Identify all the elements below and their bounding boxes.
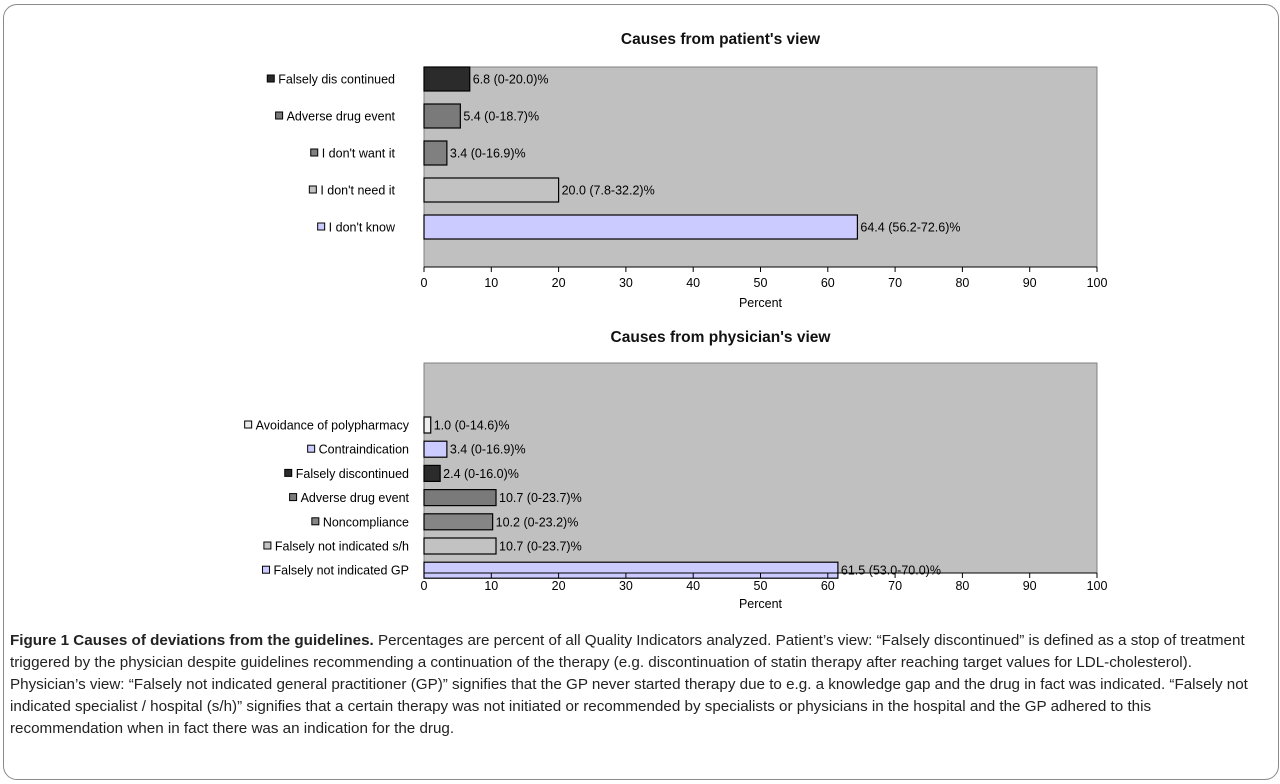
patient-x-axis-label: Percent [739,296,783,310]
patient-data-label-0: 6.8 (0-20.0)% [473,73,549,87]
patient-data-label-4: 64.4 (56.2-72.6)% [860,221,960,235]
patient-x-tick-label-8: 80 [955,276,969,290]
physician-x-tick-label-0: 0 [421,579,428,593]
physician-category-label-0: Avoidance of polypharmacy [256,419,410,433]
physician-x-tick-label-8: 80 [955,579,969,593]
physician-legend-marker-3 [289,493,298,502]
physician-data-label-3: 10.7 (0-23.7)% [499,491,582,505]
patient-x-tick-label-5: 50 [754,276,768,290]
physician-x-tick-label-6: 60 [821,579,835,593]
figure-charts: Causes from patient's view 6.8 (0-20.0)% F… [244,31,1108,611]
patient-bar-3 [423,177,560,203]
physician-bar-3 [423,489,497,507]
physician-category-label-3: Adverse drug event [301,491,410,505]
patient-x-tick-label-6: 60 [821,276,835,290]
physician-legend-marker-6 [262,565,270,574]
patient-x-tick-label-3: 30 [619,276,633,290]
patient-category-label-4: I don't know [329,221,396,235]
physician-x-tick-label-1: 10 [484,579,498,593]
physician-category-label-6: Falsely not indicated GP [274,564,410,578]
patient-legend-marker-4 [317,222,326,231]
patient-data-label-1: 5.4 (0-18.7)% [463,110,539,124]
physician-legend-marker-4 [311,517,320,526]
physician-bar-2 [423,464,441,482]
caption-title: Figure 1 Causes of deviations from the g… [10,632,374,649]
patient-category-label-2: I don't want it [322,147,396,161]
physician-legend-marker-0 [244,420,253,429]
patient-x-tick-label-0: 0 [421,276,428,290]
physician-category-label-2: Falsely discontinued [296,467,409,481]
figure-caption: Figure 1 Causes of deviations from the g… [10,630,1268,740]
patient-x-tick-label-9: 90 [1023,276,1037,290]
patient-x-tick-label-1: 10 [484,276,498,290]
physician-bar-0 [423,416,432,434]
physician-x-tick-label-9: 90 [1023,579,1037,593]
patient-bar-2 [423,140,448,166]
physician-x-tick-label-2: 20 [552,579,566,593]
patient-x-tick-label-4: 40 [686,276,700,290]
patient-bar-0 [423,66,471,92]
patient-data-label-3: 20.0 (7.8-32.2)% [562,184,655,198]
physician-x-tick-label-3: 30 [619,579,633,593]
physician-x-tick-label-10: 100 [1087,579,1108,593]
patient-bar-1 [423,103,461,129]
patient-category-label-0: Falsely dis continued [278,73,395,87]
physician-data-label-6: 61.5 (53.0-70.0)% [841,564,941,578]
patient-category-label-1: Adverse drug event [287,110,396,124]
physician-x-tick-label-4: 40 [686,579,700,593]
physician-bar-1 [423,440,448,458]
patient-legend-marker-2 [310,148,319,157]
physician-legend-marker-2 [284,468,293,477]
physician-x-axis-label: Percent [739,597,783,611]
physician-category-label-1: Contraindication [319,443,409,457]
physician-data-label-4: 10.2 (0-23.2)% [496,515,579,529]
physician-legend-marker-5 [263,541,272,550]
physician-data-label-1: 3.4 (0-16.9)% [450,443,526,457]
patient-chart-title: Causes from patient's view [621,31,821,48]
patient-legend-marker-0 [266,74,275,83]
patient-legend-marker-3 [308,185,317,194]
physician-data-label-2: 2.4 (0-16.0)% [443,467,519,481]
physician-data-label-5: 10.7 (0-23.7)% [499,540,582,554]
patient-category-label-3: I don't need it [320,184,395,198]
physician-bar-6 [423,561,839,579]
physician-bar-5 [423,537,497,555]
physician-x-tick-label-7: 70 [888,579,902,593]
physician-bar-4 [423,513,494,531]
patient-x-tick-label-2: 20 [552,276,566,290]
patient-legend-marker-1 [275,111,284,120]
physician-data-label-0: 1.0 (0-14.6)% [434,419,510,433]
physician-category-label-5: Falsely not indicated s/h [275,540,409,554]
physician-chart-title: Causes from physician's view [611,329,832,346]
patient-x-tick-label-7: 70 [888,276,902,290]
physician-x-tick-label-5: 50 [754,579,768,593]
physician-category-label-4: Noncompliance [323,515,409,529]
patient-x-tick-label-10: 100 [1087,276,1108,290]
physician-plot-area [423,362,1098,574]
patient-data-label-2: 3.4 (0-16.9)% [450,147,526,161]
patient-bar-4 [423,214,859,240]
caption-text: Percentages are percent of all Quality I… [10,632,1248,737]
physician-legend-marker-1 [307,444,316,453]
